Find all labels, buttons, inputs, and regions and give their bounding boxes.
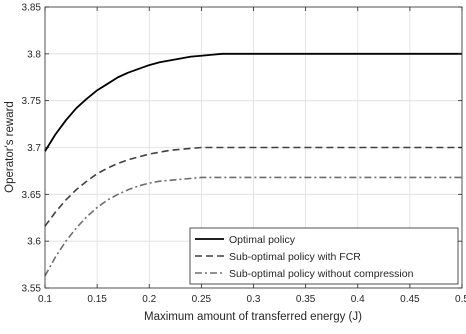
series-lines: [44, 52, 462, 277]
x-tick-label: 0.2: [142, 294, 156, 305]
y-tick-label: 3.65: [22, 190, 42, 201]
x-tick-label: 0.35: [296, 294, 316, 305]
x-axis-label: Maximum amount of transferred energy (J): [144, 311, 362, 323]
x-tick-label: 0.45: [400, 294, 420, 305]
y-tick-label: 3.6: [27, 237, 41, 248]
series-line-3: [44, 176, 462, 277]
series-line-1: [44, 52, 462, 152]
x-tick-label: 0.3: [247, 294, 261, 305]
axis-ticks: 0.1 0.15 0.2 0.25 0.3 0.35 0.4 0.45 0.5 3.55 3.6 3.…: [22, 3, 466, 306]
x-tick-label: 0.4: [351, 294, 365, 305]
legend-label-3: Sub-optimal policy without compression: [229, 268, 414, 280]
y-tick-label: 3.85: [22, 3, 42, 14]
x-tick-label: 0.1: [38, 294, 52, 305]
y-axis-label: Operator's reward: [4, 101, 16, 193]
y-tick-label: 3.55: [22, 284, 42, 295]
legend: Optimal policy Sub-optimal policy with FC…: [189, 227, 459, 285]
y-tick-label: 3.8: [27, 49, 41, 60]
x-tick-label: 0.15: [87, 294, 107, 305]
legend-label-2: Sub-optimal policy with FCR: [229, 251, 361, 263]
legend-box: [189, 227, 459, 285]
x-tick-label: 0.5: [455, 294, 466, 305]
y-tick-label: 3.7: [27, 143, 41, 154]
x-tick-label: 0.25: [192, 294, 212, 305]
y-tick-label: 3.75: [22, 96, 42, 107]
legend-label-1: Optimal policy: [229, 234, 296, 246]
series-line-2: [44, 146, 462, 227]
